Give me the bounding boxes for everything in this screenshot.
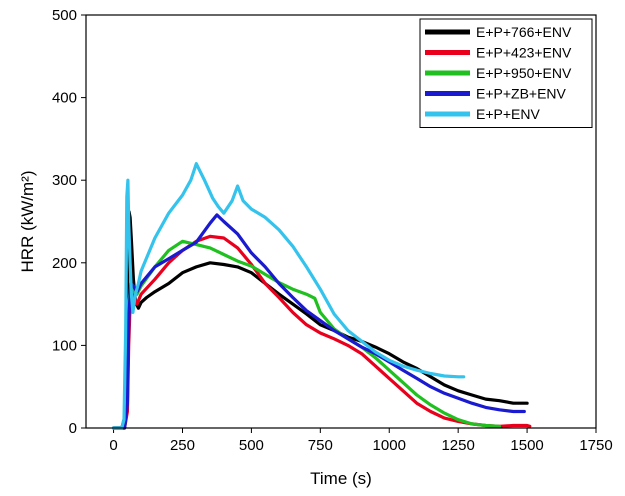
x-tick-label: 0 xyxy=(109,437,117,454)
tick-labels: 0 250 500 750 1000 1250 1500 1750 0 100 200 300 400 5… xyxy=(52,7,613,454)
x-tick-label: 1250 xyxy=(441,437,474,454)
x-tick-label: 750 xyxy=(308,437,333,454)
legend-label: E+P+ZB+ENV xyxy=(476,86,567,102)
series-lines xyxy=(112,162,532,430)
x-tick-label: 1750 xyxy=(579,437,612,454)
x-tick-label: 250 xyxy=(170,437,195,454)
y-tick-label: 200 xyxy=(52,255,77,272)
y-tick-label: 100 xyxy=(52,337,77,354)
y-tick-label: 0 xyxy=(69,420,77,437)
x-tick-label: 500 xyxy=(239,437,264,454)
y-tick-label: 400 xyxy=(52,90,77,107)
series-line xyxy=(112,162,466,430)
series-line xyxy=(112,210,529,430)
legend: E+P+766+ENV E+P+423+ENV E+P+950+ENV E+P+ZB+… xyxy=(419,18,593,128)
x-tick-label: 1500 xyxy=(510,437,543,454)
y-axis-label: HRR (kW/m²) xyxy=(18,171,37,273)
series-line xyxy=(112,234,532,430)
legend-label: E+P+423+ENV xyxy=(476,45,572,61)
y-tick-label: 300 xyxy=(52,172,77,189)
x-tick-label: 1000 xyxy=(373,437,406,454)
plot-frame xyxy=(85,14,597,429)
x-axis-label: Time (s) xyxy=(310,469,372,488)
legend-label: E+P+ENV xyxy=(476,106,540,122)
legend-label: E+P+766+ENV xyxy=(476,24,572,40)
y-tick-label: 500 xyxy=(52,7,77,24)
axis-ticks xyxy=(81,14,597,433)
legend-label: E+P+950+ENV xyxy=(476,65,572,81)
